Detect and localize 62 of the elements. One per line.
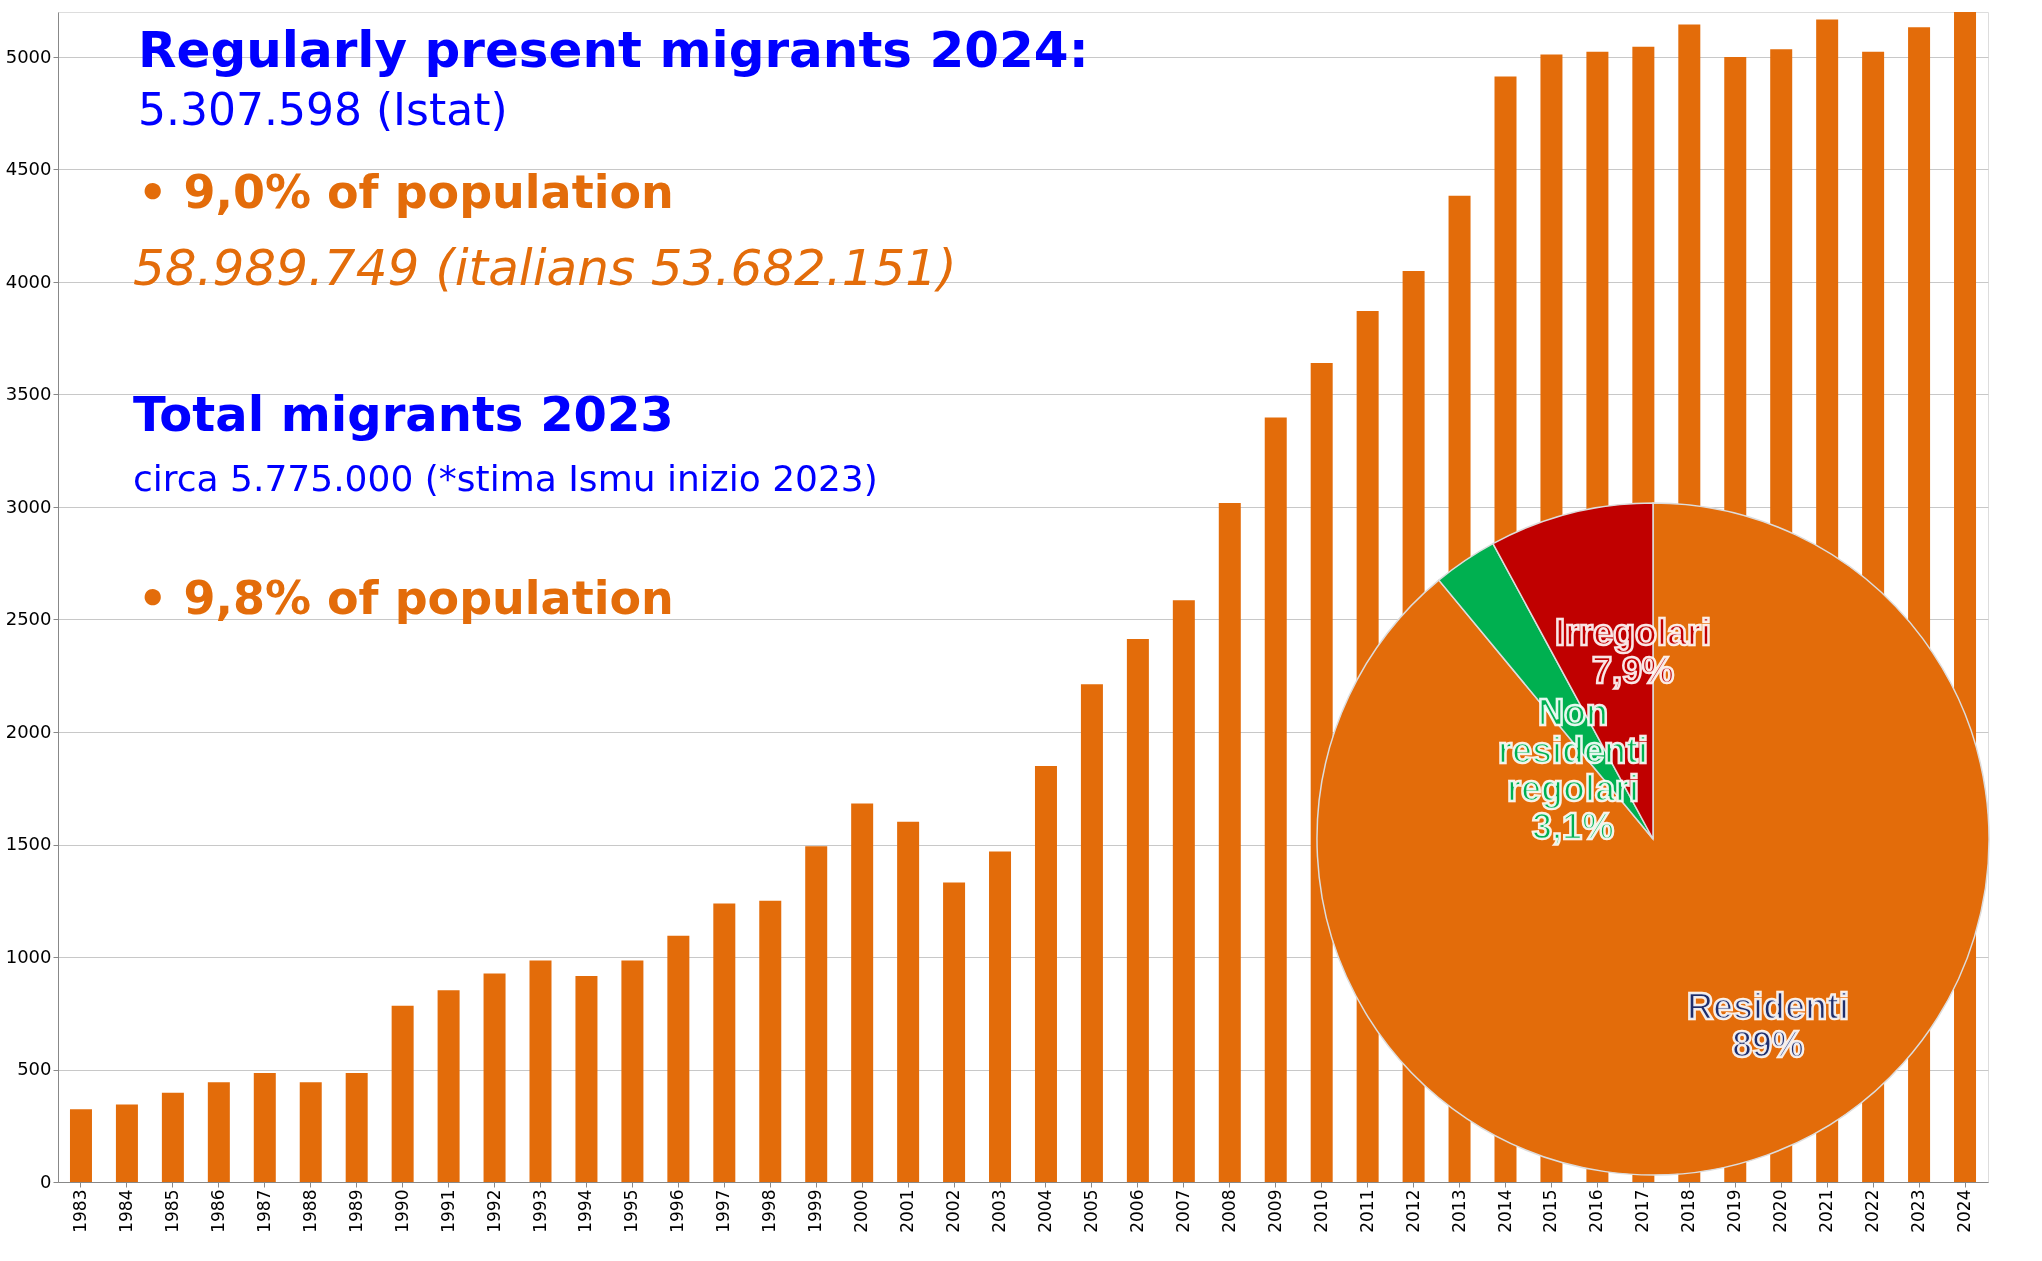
y-tick-label: 2000 [5, 720, 52, 742]
x-tick-label: 2023 [1908, 1189, 1929, 1233]
x-tick-label: 2018 [1678, 1189, 1699, 1233]
x-tick-label: 2004 [1034, 1189, 1055, 1233]
x-tick-label: 1996 [667, 1189, 688, 1233]
y-tick-label: 4000 [5, 270, 52, 292]
y-tick-label: 1000 [5, 945, 52, 967]
annotation: • 9,8% of population [138, 571, 674, 625]
x-tick-label: 1989 [345, 1189, 366, 1233]
x-tick-label: 2014 [1494, 1189, 1515, 1233]
x-tick-label: 1990 [391, 1189, 412, 1233]
x-tick-label: 1997 [713, 1189, 734, 1233]
x-tick-label: 2010 [1310, 1189, 1331, 1233]
x-tick-label: 1994 [575, 1189, 596, 1233]
x-tick-label: 2009 [1264, 1189, 1285, 1233]
x-tick-label: 1992 [483, 1189, 504, 1233]
y-tick-label: 5000 [5, 45, 52, 67]
annotation: circa 5.775.000 (*stima Ismu inizio 2023) [133, 458, 878, 499]
data-label: 89% [1731, 1024, 1805, 1065]
annotation: Regularly present migrants 2024: [138, 21, 1089, 79]
x-tick-label: 1983 [69, 1189, 90, 1233]
annotation: • 9,0% of population [138, 165, 674, 219]
x-tick-label: 1988 [299, 1189, 320, 1233]
x-tick-label: 1999 [805, 1189, 826, 1233]
y-tick-label: 3000 [5, 495, 52, 517]
slice-label: Residenti [1686, 986, 1850, 1027]
x-tick-label: 2001 [897, 1189, 918, 1233]
x-tick-label: 2022 [1862, 1189, 1883, 1233]
x-tick-label: 1987 [253, 1189, 274, 1233]
x-tick-label: 2024 [1954, 1189, 1975, 1233]
annotation: 5.307.598 (Istat) [138, 84, 508, 135]
x-tick-label: 2019 [1724, 1189, 1745, 1233]
x-tick-label: 1985 [161, 1189, 182, 1233]
x-tick-label: 2015 [1540, 1189, 1561, 1233]
x-tick-label: 1995 [621, 1189, 642, 1233]
x-tick-label: 1986 [207, 1189, 228, 1233]
x-tick-label: 2003 [989, 1189, 1010, 1233]
x-tick-label: 2021 [1816, 1189, 1837, 1233]
x-tick-label: 2002 [943, 1189, 964, 1233]
y-tick-label: 1500 [5, 833, 52, 854]
x-tick-label: 2012 [1402, 1189, 1423, 1233]
x-tick-label: 1984 [115, 1189, 136, 1233]
x-tick-label: 2007 [1172, 1189, 1193, 1233]
x-tick-label: 2016 [1586, 1189, 1607, 1233]
x-tick-label: 1991 [437, 1189, 458, 1233]
x-tick-label: 1993 [529, 1189, 550, 1233]
y-tick-label: 500 [17, 1058, 52, 1079]
y-tick-label: 0 [40, 1170, 52, 1192]
x-tick-label: 1998 [759, 1189, 780, 1233]
x-tick-label: 2006 [1126, 1189, 1147, 1233]
y-tick-label: 4500 [5, 158, 52, 179]
x-tick-label: 2013 [1448, 1189, 1469, 1233]
x-tick-label: 2017 [1632, 1189, 1653, 1233]
x-tick-label: 2005 [1080, 1189, 1101, 1233]
x-tick-label: 2000 [851, 1189, 872, 1233]
y-tick-label: 3500 [5, 383, 52, 404]
x-tick-label: 2011 [1356, 1189, 1377, 1233]
y-tick-label: 2500 [5, 608, 52, 629]
annotation: 58.989.749 (italians 53.682.151) [133, 239, 957, 297]
x-tick-label: 2008 [1218, 1189, 1239, 1233]
annotation: Total migrants 2023 [133, 386, 674, 442]
x-tick-label: 2020 [1770, 1189, 1791, 1233]
